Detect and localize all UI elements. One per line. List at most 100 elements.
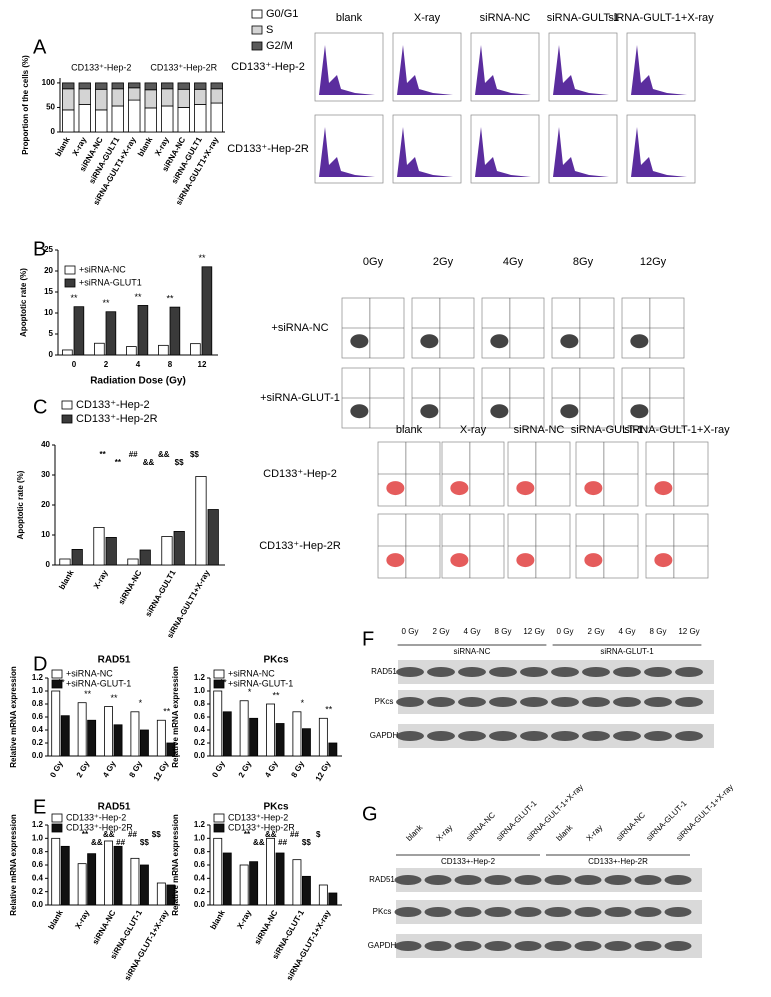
y-tick-label: 1.2 <box>194 820 206 829</box>
bar <box>156 719 166 757</box>
band <box>604 875 632 885</box>
bar <box>139 729 149 757</box>
chart-title: PKcs <box>263 655 288 666</box>
legend-label: S <box>266 24 273 36</box>
y-tick-label: 1.0 <box>194 686 206 695</box>
legend-label: G2/M <box>266 40 293 52</box>
bar-segment <box>177 82 190 90</box>
legend-label: CD133⁺-Hep-2R <box>66 822 133 832</box>
panel-label: G <box>362 803 378 825</box>
bar <box>239 700 249 757</box>
cell-cloud <box>490 404 509 419</box>
legend-label: +siRNA-GLUT-1 <box>228 678 293 688</box>
y-tick-label: 0.4 <box>32 725 44 734</box>
band <box>664 941 692 951</box>
bar-segment <box>177 88 190 108</box>
legend-swatch <box>213 813 225 823</box>
x-tick-label: blank <box>136 135 155 158</box>
row-label: CD133⁺-Hep-2 <box>263 468 337 480</box>
band <box>489 731 517 741</box>
legend-swatch <box>51 679 63 689</box>
x-tick-label: X-ray <box>235 908 253 930</box>
lane-label: 4 Gy <box>619 627 636 636</box>
y-tick-label: 20 <box>44 266 53 275</box>
panel-label: E <box>33 796 46 818</box>
cell-cloud <box>584 481 603 496</box>
legend-swatch <box>51 813 63 823</box>
significance: ** <box>110 693 118 703</box>
x-tick-label: 2 Gy <box>75 759 92 779</box>
cell-cloud <box>560 404 579 419</box>
column-header: siRNA-GULT-1+X-ray <box>608 12 714 24</box>
chart-title: RAD51 <box>98 802 131 813</box>
lane-label: siRNA-NC <box>465 810 498 843</box>
significance: ** <box>325 705 333 715</box>
band <box>489 667 517 677</box>
bar <box>207 509 219 566</box>
bar <box>126 346 137 356</box>
y-axis-label: Relative mRNA expression <box>171 666 180 768</box>
y-tick-label: 1.0 <box>32 833 44 842</box>
bar-segment <box>78 88 91 105</box>
y-tick-label: 30 <box>41 470 50 479</box>
band <box>574 907 602 917</box>
bar-segment <box>78 104 91 133</box>
bar <box>51 837 61 906</box>
significance: ## <box>128 830 137 839</box>
bar <box>137 305 149 356</box>
y-tick-label: 0.4 <box>194 725 206 734</box>
column-header: 2Gy <box>433 256 454 268</box>
band <box>544 875 572 885</box>
group-label: CD133+-Hep-2 <box>441 857 496 866</box>
bar <box>166 742 176 757</box>
legend-label: +siRNA-NC <box>66 668 113 678</box>
y-tick-label: 0.6 <box>32 860 44 869</box>
bar-segment <box>111 82 124 90</box>
group-label: CD133+-Hep-2R <box>588 857 648 866</box>
x-tick-label: 0 <box>72 360 77 369</box>
bar <box>190 343 201 356</box>
legend-label: CD133⁺-Hep-2R <box>76 413 158 425</box>
cell-cloud <box>516 481 535 496</box>
legend-label: +siRNA-GLUT1 <box>79 277 142 287</box>
bar <box>71 549 83 566</box>
band <box>394 941 422 951</box>
cell-cloud <box>450 553 469 568</box>
bar-segment <box>62 109 75 133</box>
bar-segment <box>177 107 190 133</box>
bar-segment <box>95 109 108 133</box>
significance: ** <box>115 458 122 467</box>
bar <box>104 840 113 906</box>
y-tick-label: 0.2 <box>194 887 206 896</box>
band <box>520 667 548 677</box>
band <box>396 667 424 677</box>
band <box>544 941 572 951</box>
cell-cloud <box>654 481 673 496</box>
band <box>394 907 422 917</box>
legend-swatch <box>64 265 76 275</box>
column-header: siRNA-NC <box>480 12 531 24</box>
significance: * <box>301 698 305 708</box>
histogram <box>631 127 687 177</box>
y-tick-label: 10 <box>44 308 53 317</box>
bar <box>130 857 140 906</box>
bar <box>156 882 166 906</box>
bar-segment <box>95 88 108 111</box>
y-axis-label: Apoptotic rate (%) <box>19 268 28 337</box>
bar <box>328 892 338 906</box>
bar <box>93 527 105 566</box>
significance: ## <box>278 838 287 847</box>
band <box>574 875 602 885</box>
x-tick-label: 0 Gy <box>48 759 65 779</box>
legend-swatch <box>61 414 73 424</box>
blot-row-label: RAD51 <box>371 667 397 676</box>
significance: ## <box>129 450 138 459</box>
x-tick-label: blank <box>54 135 73 158</box>
y-tick-label: 50 <box>46 103 55 112</box>
legend-swatch <box>61 400 73 410</box>
bar-segment <box>128 82 141 89</box>
cell-cloud <box>386 553 405 568</box>
row-label: +siRNA-NC <box>271 322 328 334</box>
band <box>582 697 610 707</box>
band <box>551 731 579 741</box>
